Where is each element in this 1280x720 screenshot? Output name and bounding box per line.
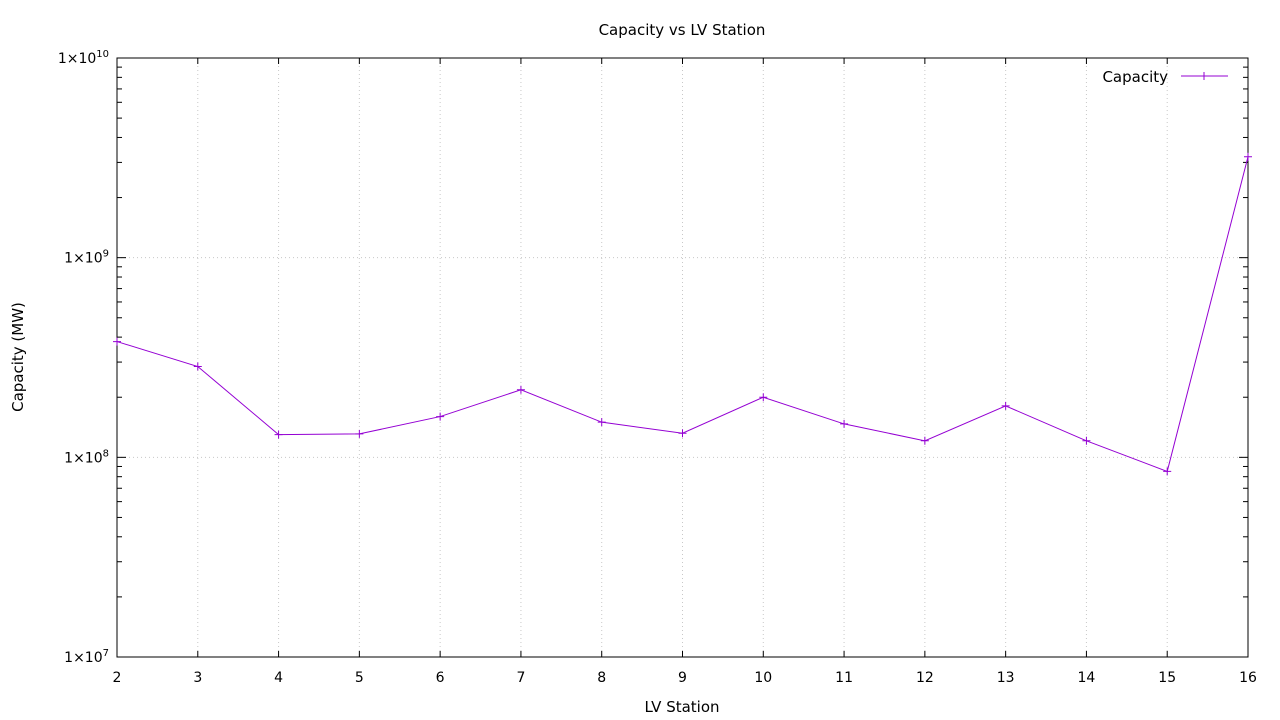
y-tick-label: 1×109 [64, 249, 109, 267]
legend-sample [1181, 72, 1228, 80]
x-tick-label: 15 [1158, 670, 1176, 686]
y-tick-label: 1×108 [64, 448, 109, 466]
x-tick-label: 11 [835, 670, 853, 686]
x-tick-label: 12 [916, 670, 934, 686]
plot-area-border [116, 57, 1249, 658]
data-point [1001, 401, 1010, 410]
x-tick-label: 16 [1239, 670, 1257, 686]
x-tick-label: 5 [355, 670, 364, 686]
y-tick-label: 1×107 [64, 648, 109, 666]
y-axis-label: Capacity (MW) [9, 302, 27, 412]
data-point [759, 393, 768, 402]
data-point [1244, 152, 1252, 161]
grid [117, 58, 1248, 657]
x-tick-label: 13 [997, 670, 1015, 686]
data-point [355, 429, 364, 438]
x-tick-labels: 2 3 4 5 6 7 8 9 10 11 12 13 14 15 16 [113, 670, 1257, 686]
x-tick-label: 6 [436, 670, 445, 686]
legend: Capacity [1102, 68, 1228, 86]
x-tick-label: 8 [597, 670, 606, 686]
x-axis-label: LV Station [644, 698, 719, 716]
x-tick-label: 4 [274, 670, 283, 686]
y-tick-label: 1×1010 [58, 49, 109, 67]
data-point [1082, 436, 1091, 445]
series [113, 152, 1252, 476]
axis-ticks [116, 57, 1249, 658]
data-point [1163, 467, 1172, 476]
data-point [597, 418, 606, 427]
x-tick-label: 7 [516, 670, 525, 686]
legend-label: Capacity [1102, 68, 1168, 86]
data-point [113, 337, 121, 346]
data-point [274, 430, 283, 439]
x-tick-label: 2 [113, 670, 122, 686]
data-point [436, 412, 445, 421]
data-point [920, 436, 929, 445]
data-point [516, 385, 525, 394]
data-point [840, 419, 849, 428]
y-tick-labels: 1×107 1×108 1×109 1×1010 [58, 49, 109, 666]
x-tick-label: 3 [193, 670, 202, 686]
chart-title: Capacity vs LV Station [599, 21, 766, 39]
x-tick-label: 10 [754, 670, 772, 686]
x-tick-label: 9 [678, 670, 687, 686]
data-point [193, 362, 202, 371]
x-tick-label: 14 [1078, 670, 1096, 686]
legend-marker [1200, 72, 1208, 80]
data-point [678, 429, 687, 438]
